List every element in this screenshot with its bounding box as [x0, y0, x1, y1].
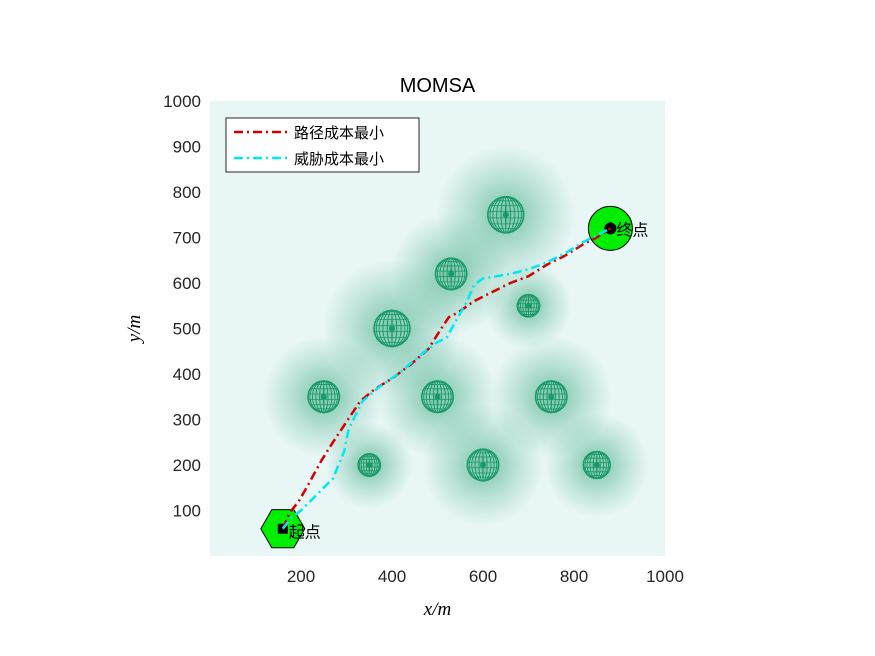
y-axis-label: y/m: [124, 315, 145, 344]
x-tick-label: 800: [560, 567, 588, 586]
y-tick-label: 300: [173, 411, 201, 430]
threat-sphere-8: [534, 380, 568, 414]
y-tick-label: 900: [173, 138, 201, 157]
threat-sphere-meridian: [487, 196, 524, 234]
threat-center-6: [502, 211, 509, 218]
threat-sphere-0: [307, 380, 341, 414]
x-axis-label: x/m: [423, 599, 451, 620]
threat-spheres: [307, 196, 611, 482]
y-tick-label: 200: [173, 456, 201, 475]
x-tick-label: 1000: [646, 567, 684, 586]
start-label: 起点: [289, 523, 321, 542]
threat-sphere-meridian: [467, 448, 499, 482]
path-series-0: [281, 227, 612, 530]
threat-sphere-meridian: [435, 257, 467, 291]
threat-center-7: [525, 302, 532, 309]
threat-sphere-3: [421, 380, 454, 414]
legend: 路径成本最小 威胁成本最小: [225, 117, 420, 173]
annotations: 起点 终点: [289, 220, 649, 541]
threat-center-0: [320, 393, 327, 400]
threat-sphere-meridian: [374, 309, 410, 348]
threat-sphere-meridian: [421, 380, 454, 414]
legend-label-path-cost: 路径成本最小: [294, 124, 384, 142]
threat-sphere-meridian: [357, 453, 381, 477]
paths: [281, 227, 612, 530]
axes: 200 400 600 800 1000 100 200 300 400 500 600 700 800…: [163, 92, 684, 586]
y-tick-label: 500: [173, 320, 201, 339]
threat-center-2: [389, 325, 395, 332]
legend-label-threat-cost: 威胁成本最小: [294, 150, 384, 168]
threat-sphere-9: [582, 450, 611, 480]
threat-sphere-meridian: [535, 380, 568, 414]
threat-sphere-6: [487, 196, 525, 234]
threat-sphere-meridian: [517, 293, 540, 318]
threat-sphere-meridian: [307, 380, 340, 414]
threat-sphere-4: [434, 257, 468, 291]
y-tick-label: 100: [173, 502, 201, 521]
y-tick-label: 600: [173, 274, 201, 293]
threat-sphere-meridian: [583, 450, 611, 480]
legend-box: [225, 117, 420, 173]
path-series-1: [281, 227, 611, 530]
x-tick-label: 600: [469, 567, 497, 586]
threat-center-1: [366, 462, 373, 468]
threat-center-9: [593, 462, 600, 468]
threat-center-3: [434, 393, 441, 400]
threat-center-4: [448, 270, 455, 277]
y-tick-label: 700: [173, 229, 201, 248]
y-tick-label: 1000: [163, 92, 201, 111]
chart-title: MOMSA: [400, 75, 476, 97]
x-tick-label: 200: [287, 567, 315, 586]
threat-center-8: [548, 393, 555, 400]
end-label: 终点: [616, 220, 648, 239]
threat-sphere-1: [357, 453, 382, 477]
threat-center-5: [480, 462, 486, 468]
threat-sphere-7: [516, 293, 541, 318]
y-tick-label: 800: [173, 183, 201, 202]
x-tick-label: 400: [378, 567, 406, 586]
threat-sphere-2: [373, 309, 411, 348]
threat-sphere-5: [466, 448, 500, 482]
y-tick-label: 400: [173, 365, 201, 384]
